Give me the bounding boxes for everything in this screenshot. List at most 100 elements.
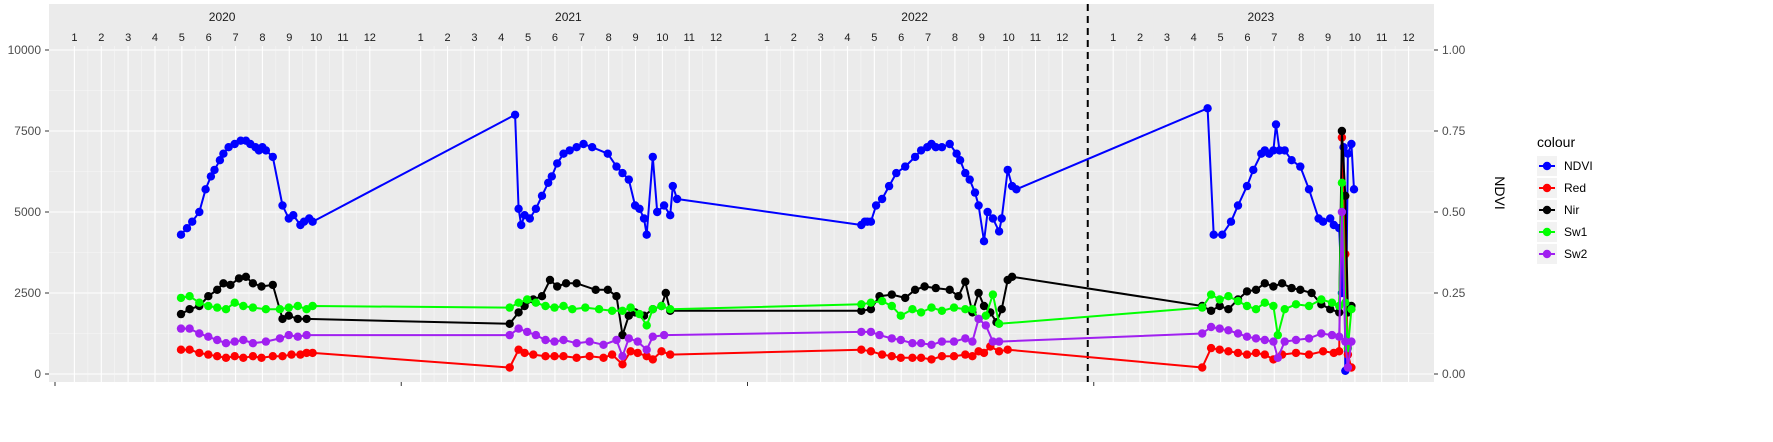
data-point	[572, 279, 581, 288]
data-point	[248, 279, 258, 288]
data-point	[204, 350, 213, 359]
data-point	[219, 279, 228, 288]
data-point	[553, 159, 562, 168]
data-point	[1317, 329, 1326, 338]
data-point	[599, 353, 608, 362]
month-label: 9	[979, 32, 985, 44]
data-point	[185, 324, 194, 333]
data-point	[1224, 305, 1233, 314]
year-label: 2022	[901, 10, 928, 24]
y-right-tick-label: 0.25	[1442, 286, 1466, 300]
legend-label: Nir	[1564, 203, 1579, 217]
data-point	[1341, 298, 1350, 307]
data-point	[624, 175, 633, 184]
data-point	[514, 308, 523, 317]
data-point	[572, 339, 581, 348]
data-point	[857, 306, 866, 315]
data-point	[871, 201, 881, 210]
data-point	[910, 285, 920, 294]
data-point	[1304, 350, 1314, 359]
data-point	[968, 305, 977, 314]
data-point	[523, 327, 532, 337]
month-label: 3	[1164, 32, 1170, 44]
data-point	[293, 301, 302, 311]
data-point	[1218, 230, 1227, 239]
data-point	[618, 360, 627, 369]
data-point	[204, 301, 213, 311]
data-point	[1007, 272, 1017, 281]
data-point	[949, 303, 959, 312]
data-point	[1296, 162, 1305, 171]
month-label: 11	[1376, 32, 1387, 44]
data-point	[997, 214, 1006, 223]
data-point	[1242, 332, 1252, 341]
data-point	[514, 298, 523, 307]
data-point	[1242, 350, 1252, 359]
data-point	[949, 352, 959, 361]
month-label: 7	[1271, 32, 1277, 44]
series-ndvi	[176, 104, 1359, 375]
y-left-tick-label: 7500	[14, 124, 41, 138]
data-point	[657, 301, 666, 311]
data-point	[213, 335, 222, 345]
data-point	[221, 305, 231, 314]
data-point	[887, 352, 896, 361]
data-point	[1291, 348, 1301, 358]
data-point	[275, 305, 285, 314]
data-point	[302, 330, 311, 340]
data-point	[308, 217, 317, 226]
month-label: 1	[1110, 32, 1116, 44]
data-point	[278, 201, 287, 210]
data-point	[603, 149, 612, 158]
data-point	[916, 308, 926, 317]
data-point	[230, 352, 239, 361]
data-point	[896, 353, 905, 362]
data-point	[968, 337, 977, 346]
data-point	[505, 303, 514, 312]
month-label: 8	[259, 32, 265, 44]
data-point	[866, 347, 876, 356]
data-point	[1304, 334, 1314, 343]
data-point	[1003, 345, 1012, 354]
data-point	[1203, 104, 1212, 113]
data-point	[866, 298, 876, 307]
month-label: 12	[364, 32, 376, 44]
data-point	[572, 353, 581, 362]
data-point	[961, 277, 970, 286]
legend-key-point	[1542, 249, 1552, 259]
data-point	[1337, 178, 1347, 187]
data-point	[1269, 146, 1278, 155]
data-point	[248, 303, 258, 312]
data-point	[275, 334, 285, 343]
data-point	[612, 292, 621, 301]
data-point	[293, 332, 302, 341]
data-point	[1233, 296, 1243, 306]
data-point	[997, 305, 1006, 314]
data-point	[185, 305, 194, 314]
month-label: 12	[1402, 32, 1414, 44]
data-point	[612, 335, 621, 345]
data-point	[176, 309, 186, 319]
data-point	[639, 214, 649, 223]
data-point	[541, 335, 550, 345]
data-point	[1251, 334, 1261, 343]
legend-label: Sw1	[1564, 225, 1588, 239]
data-point	[505, 363, 514, 372]
data-point	[1269, 337, 1278, 346]
data-point	[241, 272, 251, 281]
data-point	[1260, 350, 1270, 359]
data-point	[916, 339, 926, 348]
data-point	[594, 305, 604, 314]
month-label: 2	[98, 32, 104, 44]
data-point	[1273, 353, 1283, 362]
data-point	[517, 220, 526, 230]
data-point	[1271, 120, 1281, 129]
data-point	[561, 279, 571, 288]
data-point	[1260, 298, 1270, 307]
data-point	[1304, 185, 1314, 194]
data-point	[248, 352, 258, 361]
data-point	[642, 230, 651, 239]
data-point	[877, 350, 887, 359]
grid-lines	[49, 4, 1434, 382]
month-label: 6	[1244, 32, 1250, 44]
